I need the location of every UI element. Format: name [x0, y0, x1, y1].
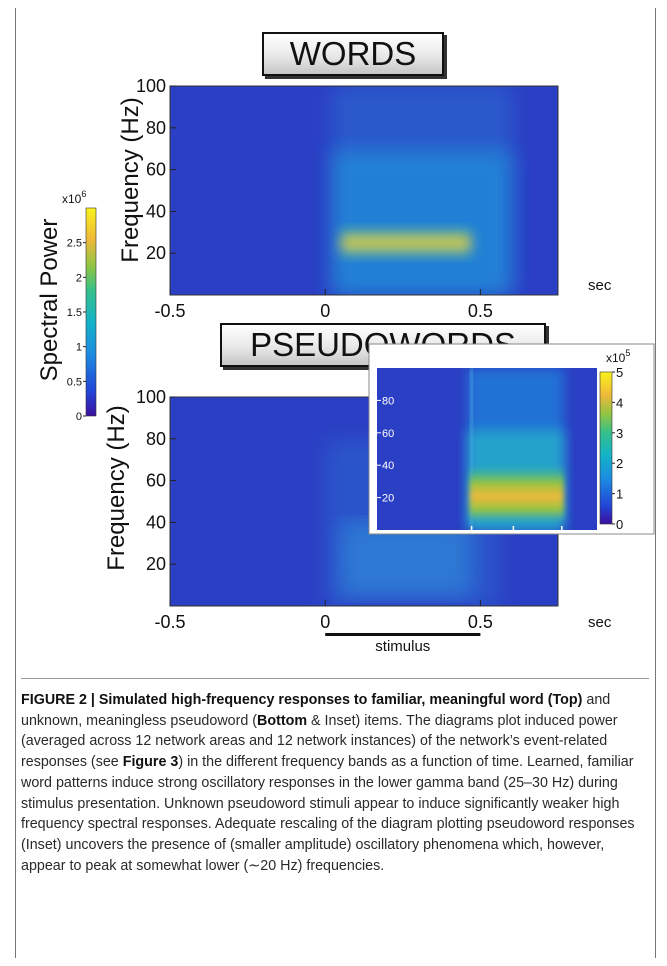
words-x-tick-label: 0.5 — [468, 301, 493, 321]
main-colorbar-gradient — [85, 207, 97, 417]
inset-colorbar — [599, 371, 613, 525]
caption-part2: & Inset) items. The diagrams plot induce… — [21, 712, 618, 771]
pseudowords-y-tick-label: 40 — [146, 512, 166, 532]
inset-colorbar-ticks: 0 1 2 3 4 5 — [612, 365, 623, 532]
words-x-ticks: -0.5 0 0.5 — [154, 289, 493, 321]
main-colorbar: 0 0.5 1 1.5 2 2.5 x106 Spectral Power — [36, 189, 97, 423]
figure-caption: FIGURE 2 | Simulated high-frequency resp… — [21, 690, 649, 876]
inset-peak-band — [469, 465, 564, 522]
main-colorbar-tick-label: 1.5 — [67, 307, 82, 319]
caption-part1: and unknown, meaningless pseudoword ( — [21, 692, 611, 729]
main-colorbar-tick-label: 2.5 — [67, 238, 82, 250]
inset-colorbar-tick-label: 2 — [616, 456, 623, 471]
words-y-axis-label: Frequency (Hz) — [117, 97, 144, 262]
main-colorbar-exponent: x106 — [62, 189, 86, 206]
pseudowords-x-axis-label: sec — [588, 614, 612, 631]
inset-y-tick-label: 60 — [382, 428, 394, 440]
caption-part3: ) in the different frequency bands as a … — [21, 754, 635, 874]
inset-onset-line — [470, 368, 473, 530]
words-y-tick-label: 80 — [146, 118, 166, 138]
stimulus-label: stimulus — [375, 638, 430, 655]
inset-panel: 20 40 60 80 0 1 2 3 4 5 x105 — [368, 343, 655, 535]
pseudowords-x-tick-label: -0.5 — [154, 612, 185, 632]
words-heatmap-border — [169, 85, 559, 296]
pseudowords-y-tick-label: 100 — [136, 387, 166, 407]
pseudowords-y-axis-label: Frequency (Hz) — [103, 405, 130, 570]
words-y-ticks: 20 40 60 80 100 — [136, 76, 176, 263]
main-colorbar-label: Spectral Power — [36, 219, 63, 382]
words-y-tick-label: 60 — [146, 160, 166, 180]
pseudowords-x-tick-label: 0.5 — [468, 612, 493, 632]
inset-y-tick-label: 80 — [382, 395, 394, 407]
words-y-tick-label: 100 — [136, 76, 166, 96]
stimulus-bar — [325, 633, 481, 636]
pseudowords-y-ticks: 20 40 60 80 100 — [136, 387, 176, 574]
inset-x-ticks — [470, 526, 563, 530]
inset-y-ticks: 20 40 60 80 — [377, 395, 394, 505]
figure-frame — [15, 8, 656, 958]
inset-colorbar-tick-label: 4 — [616, 395, 623, 410]
main-colorbar-tick-label: 2 — [76, 272, 82, 284]
words-gamma-band — [340, 226, 472, 260]
words-y-tick-label: 40 — [146, 201, 166, 221]
main-colorbar-tick-label: 0 — [76, 411, 82, 423]
inset-colorbar-tick-label: 5 — [616, 365, 623, 380]
inset-colorbar-tick-label: 1 — [616, 487, 623, 502]
words-response-core — [332, 150, 512, 295]
words-x-tick-label: -0.5 — [154, 301, 185, 321]
main-colorbar-tick-label: 0.5 — [67, 376, 82, 388]
inset-y-tick-label: 20 — [382, 493, 394, 505]
words-x-axis-label: sec — [588, 277, 612, 294]
pseudowords-x-ticks: -0.5 0 0.5 — [154, 600, 493, 632]
main-colorbar-tick-label: 1 — [76, 342, 82, 354]
inset-colorbar-exponent: x105 — [606, 348, 630, 365]
pseudowords-x-tick-label: 0 — [320, 612, 330, 632]
words-heatmap: 20 40 60 80 100 -0.5 0 0.5 sec Frequency (Hz) — [117, 76, 612, 321]
pseudowords-y-tick-label: 20 — [146, 554, 166, 574]
main-colorbar-ticks: 0 0.5 1 1.5 2 2.5 — [67, 238, 86, 423]
words-y-tick-label: 20 — [146, 243, 166, 263]
words-title: WORDS — [262, 32, 444, 76]
words-x-tick-label: 0 — [320, 301, 330, 321]
inset-colorbar-tick-label: 0 — [616, 517, 623, 532]
pseudowords-response-band — [340, 522, 472, 596]
inset-y-tick-label: 40 — [382, 460, 394, 472]
caption-figure-ref: Figure 3 — [122, 754, 179, 771]
caption-figure-label: FIGURE 2 | Simulated high-frequency resp… — [21, 692, 583, 708]
pseudowords-y-tick-label: 80 — [146, 429, 166, 449]
caption-divider — [21, 678, 649, 679]
caption-bottom-word: Bottom — [257, 712, 308, 729]
pseudowords-y-tick-label: 60 — [146, 471, 166, 491]
inset-colorbar-tick-label: 3 — [616, 426, 623, 441]
